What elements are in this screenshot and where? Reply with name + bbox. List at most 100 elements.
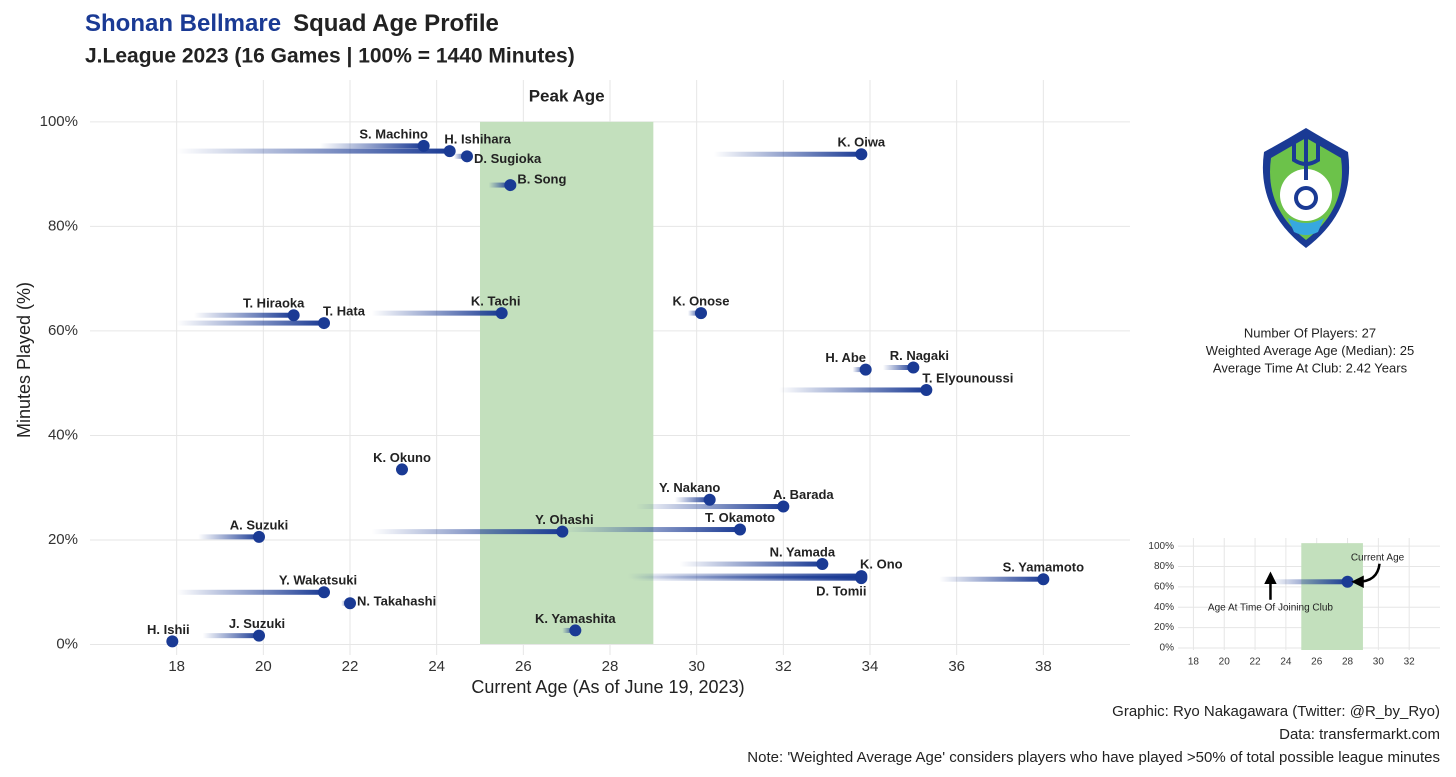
player-label: D. Tomii (816, 584, 866, 599)
tenure-line (562, 627, 576, 633)
player-point (287, 309, 300, 322)
y-axis-label: Minutes Played (%) (14, 282, 34, 438)
player-label: Y. Wakatsuki (279, 573, 357, 588)
inset-point (1341, 575, 1354, 588)
inset-y-tick-label: 0% (1160, 643, 1175, 654)
tenure-line (371, 310, 502, 316)
player-point (461, 150, 473, 163)
player-point (569, 624, 582, 637)
x-tick-label: 38 (1035, 658, 1052, 675)
tenure-line (883, 365, 914, 370)
tenure-line (488, 182, 511, 188)
player-point (318, 586, 330, 599)
band-label: Peak Age (529, 86, 605, 105)
inset-y-tick-label: 60% (1154, 582, 1174, 593)
y-tick-label: 80% (48, 217, 78, 234)
inset-x-tick-label: 20 (1219, 657, 1231, 668)
tenure-line (202, 633, 259, 639)
credit-line: Note: 'Weighted Average Age' considers p… (747, 749, 1440, 766)
inset-y-tick-label: 20% (1154, 622, 1174, 633)
player-point (253, 629, 265, 642)
player-point (1037, 573, 1050, 586)
player-point (556, 525, 569, 538)
chart-title: Shonan Bellmare Squad Age Profile (85, 10, 499, 37)
tenure-line (688, 310, 701, 316)
y-tick-label: 60% (48, 322, 78, 339)
player-point (417, 139, 430, 152)
inset-y-tick-label: 100% (1148, 541, 1174, 552)
inset-y-tick-label: 80% (1154, 561, 1174, 572)
player-label: K. Yamashita (535, 611, 616, 626)
player-label: T. Hata (323, 304, 366, 319)
tenure-line (714, 151, 862, 157)
player-point (253, 530, 265, 543)
tenure-line (939, 576, 1044, 582)
player-label: K. Ono (860, 557, 903, 572)
inset-band (1301, 543, 1363, 650)
player-label: K. Okuno (373, 450, 431, 465)
player-point (855, 572, 868, 585)
player-point (907, 361, 920, 374)
player-point (855, 148, 868, 161)
player-label: S. Yamamoto (1003, 560, 1084, 575)
player-label: A. Suzuki (230, 517, 289, 532)
player-label: K. Oiwa (837, 135, 885, 150)
player-label: S. Machino (359, 126, 428, 141)
player-point (396, 463, 408, 476)
inset-x-tick-label: 28 (1342, 657, 1354, 668)
tenure-line (176, 589, 324, 595)
y-tick-label: 0% (56, 636, 78, 653)
player-point (166, 635, 179, 648)
tenure-line (675, 497, 710, 503)
inset-x-tick-label: 30 (1373, 657, 1385, 668)
credit-line: Data: transfermarkt.com (1279, 726, 1440, 743)
player-point (703, 493, 716, 506)
chart-subtitle: J.League 2023 (16 Games | 100% = 1440 Mi… (85, 45, 575, 68)
player-label: R. Nagaki (890, 348, 949, 363)
player-point (443, 145, 456, 158)
y-tick-label: 100% (40, 113, 78, 130)
tenure-line (371, 529, 563, 535)
player-label: B. Song (517, 172, 566, 187)
inset-x-tick-label: 24 (1280, 657, 1292, 668)
x-axis-label: Current Age (As of June 19, 2023) (471, 677, 744, 697)
player-label: N. Yamada (770, 544, 836, 559)
x-tick-label: 32 (775, 658, 792, 675)
player-point (318, 317, 330, 330)
tenure-line (176, 320, 324, 326)
player-label: N. Takahashi (357, 594, 436, 609)
x-tick-label: 18 (168, 658, 185, 675)
inset-x-tick-label: 26 (1311, 657, 1323, 668)
player-label: T. Elyounoussi (922, 370, 1013, 385)
tenure-line (852, 367, 866, 373)
player-label: J. Suzuki (229, 616, 285, 631)
player-label: A. Barada (773, 487, 834, 502)
x-tick-label: 20 (255, 658, 272, 675)
player-label: T. Hiraoka (243, 296, 305, 311)
player-label: Y. Ohashi (535, 512, 594, 527)
x-tick-label: 26 (515, 658, 532, 675)
x-tick-label: 24 (428, 658, 445, 675)
credit-line: Graphic: Ryo Nakagawara (Twitter: @R_by_… (1112, 703, 1440, 720)
player-point (695, 307, 707, 320)
tenure-line (454, 153, 467, 159)
title-team: Shonan Bellmare (85, 10, 281, 37)
x-tick-label: 36 (948, 658, 965, 675)
stat-line: Weighted Average Age (Median): 25 (1206, 343, 1414, 358)
inset-label: Age At Time Of Joining Club (1208, 602, 1334, 613)
tenure-line (779, 387, 927, 393)
player-point (495, 307, 508, 320)
y-tick-label: 40% (48, 426, 78, 443)
inset-arrow (1351, 563, 1381, 589)
inset-label: Current Age (1351, 552, 1405, 563)
player-label: D. Sugioka (474, 151, 542, 166)
y-tick-label: 20% (48, 531, 78, 548)
inset-tenure-line (1270, 579, 1348, 585)
x-tick-label: 34 (862, 658, 879, 675)
x-tick-label: 30 (688, 658, 705, 675)
stat-line: Number Of Players: 27 (1244, 325, 1376, 340)
player-point (344, 597, 356, 610)
player-label: K. Onose (672, 294, 729, 309)
tenure-line (176, 148, 450, 154)
